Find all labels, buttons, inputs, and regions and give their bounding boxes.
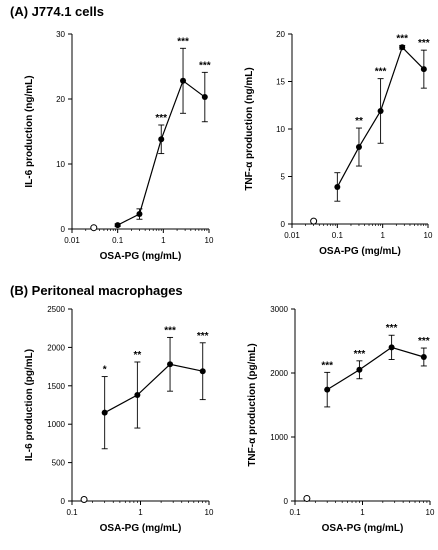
panel-a-right-significance-label: *** — [396, 33, 408, 44]
panel-b-left-x-tick-label: 1 — [138, 508, 143, 517]
panel-a-right-significance-label: *** — [418, 38, 430, 49]
panel-b-right-data-point — [324, 386, 331, 393]
panel-b-right-data-point — [356, 366, 363, 373]
panel-b-right-significance-label: *** — [354, 349, 366, 360]
panel-a-right-significance-label: ** — [355, 116, 363, 127]
panel-b-right-data-point — [420, 354, 427, 360]
panel-a-right-data-point — [399, 44, 406, 51]
panel-a-right-x-tick-label: 10 — [424, 231, 433, 240]
panel-b-left-significance-label: ** — [133, 350, 141, 361]
panel-b-left-y-tick-label: 500 — [52, 459, 66, 468]
panel-b-right-significance-label: *** — [418, 336, 430, 347]
panel-b-left-y-tick-label: 1000 — [47, 420, 65, 429]
panel-b-right-x-tick-label: 0.1 — [289, 508, 301, 517]
panel-a-right-x-tick-label: 0.1 — [332, 231, 344, 240]
panel-b-left-y-tick-label: 2000 — [47, 343, 65, 352]
panel-a-left-data-point — [201, 94, 208, 101]
panel-a-left-x-axis-label: OSA-PG (mg/mL) — [100, 251, 182, 262]
panel-a-left-y-tick-label: 30 — [56, 30, 65, 39]
panel-a-left-data-point — [158, 136, 165, 143]
panel-b-right-data-point — [388, 344, 395, 351]
panel-b-left-data-point — [101, 409, 108, 416]
panel-a-left-x-tick-label: 0.1 — [112, 236, 124, 245]
panel-a-right-data-point — [377, 107, 384, 114]
panel-b-left-x-axis-label: OSA-PG (mg/mL) — [100, 523, 182, 534]
panel-b-right-significance-label: *** — [386, 323, 398, 334]
panel-a-left-control-point — [90, 224, 98, 232]
panel-a-left-y-axis-label: IL-6 production (ng/mL) — [24, 75, 35, 187]
panel-a-right-x-tick-label: 1 — [380, 231, 385, 240]
panel-a-left-significance-label: *** — [177, 36, 189, 47]
panel-b-right-control-point — [303, 494, 311, 502]
panel-a-left-data-point — [180, 77, 187, 84]
panel-b-left-significance-label: *** — [164, 325, 176, 336]
panel-b-left-x-tick-label: 0.1 — [66, 508, 78, 517]
panel-b-right-significance-label: *** — [321, 360, 333, 371]
panel-a-left-x-tick-label: 0.01 — [64, 236, 80, 245]
panel-a-left-significance-label: *** — [155, 113, 167, 124]
panel-b-left-y-tick-label: 0 — [61, 497, 66, 506]
panel-a-right-y-tick-label: 15 — [276, 78, 285, 87]
panel-b-left-y-axis-label: IL-6 production (pg/mL) — [24, 349, 35, 461]
panel-b-right-y-tick-label: 2000 — [270, 369, 288, 378]
panel-a-left-y-tick-label: 10 — [56, 160, 65, 169]
panel-a-right-x-axis-label: OSA-PG (mg/mL) — [319, 246, 401, 257]
panel-b-left-series-line — [104, 363, 203, 414]
section-b-title: (B) Peritoneal macrophages — [10, 283, 183, 298]
panel-b-left-control-point — [80, 495, 88, 503]
panel-a-right-x-tick-label: 0.01 — [284, 231, 300, 240]
panel-a-right-control-point — [310, 217, 318, 225]
panel-b-left-y-tick-label: 2500 — [47, 305, 65, 314]
panel-a-right-y-tick-label: 20 — [276, 30, 285, 39]
panel-b-right-series-line — [326, 346, 424, 391]
section-a-title: (A) J774.1 cells — [10, 4, 104, 19]
panel-b-right-y-tick-label: 3000 — [270, 305, 288, 314]
panel-b-left-data-point — [167, 361, 174, 368]
panel-b-right-x-tick-label: 10 — [426, 508, 435, 517]
panel-a-left-x-tick-label: 1 — [161, 236, 166, 245]
panel-a-right-data-point — [334, 183, 341, 190]
panel-a-left-data-point — [136, 211, 143, 218]
panel-a-left-data-point — [114, 222, 121, 229]
panel-b-left-y-tick-label: 1500 — [47, 382, 65, 391]
panel-a-right-y-axis-label: TNF-α production (ng/mL) — [244, 67, 255, 190]
panel-b-left-significance-label: *** — [197, 331, 209, 342]
panel-a-right-y-tick-label: 10 — [276, 125, 285, 134]
panel-a-right-data-point — [420, 66, 427, 73]
panel-b-right-y-tick-label: 1000 — [270, 433, 288, 442]
panel-a-left-y-tick-label: 20 — [56, 95, 65, 104]
panel-b-right-x-tick-label: 1 — [360, 508, 365, 517]
panel-b-left-data-point — [134, 392, 141, 399]
panel-b-right-x-axis-label: OSA-PG (mg/mL) — [322, 523, 404, 534]
panel-b-left-data-point — [199, 368, 206, 375]
panel-b-right-y-tick-label: 0 — [284, 497, 289, 506]
panel-a-left-x-tick-label: 10 — [205, 236, 214, 245]
panel-a-left-y-tick-label: 0 — [61, 225, 66, 234]
panel-a-right-y-tick-label: 0 — [281, 220, 286, 229]
panel-a-right-significance-label: *** — [375, 67, 387, 78]
panel-b-left-significance-label: * — [103, 365, 107, 376]
panel-a-left-significance-label: *** — [199, 60, 211, 71]
panel-b-right-y-axis-label: TNF-α production (pg/mL) — [247, 343, 258, 466]
panel-a-right-y-tick-label: 5 — [281, 173, 286, 182]
panel-b-left-x-tick-label: 10 — [205, 508, 214, 517]
panel-a-right-data-point — [355, 144, 362, 151]
